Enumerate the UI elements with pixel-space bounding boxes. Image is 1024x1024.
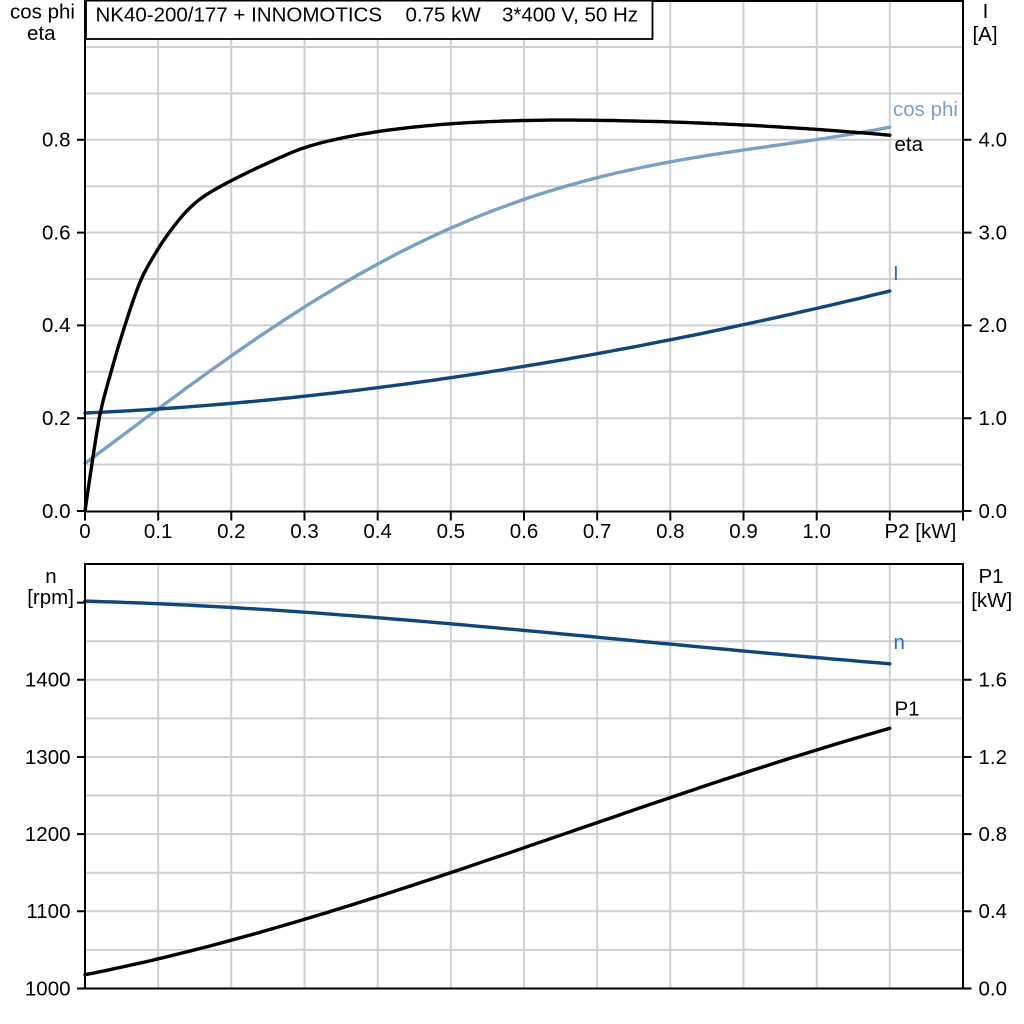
svg-text:cos phi: cos phi <box>10 1 75 24</box>
svg-text:0.6: 0.6 <box>510 520 539 543</box>
svg-text:0.75 kW: 0.75 kW <box>406 4 482 27</box>
svg-text:I: I <box>983 0 989 23</box>
svg-text:0.0: 0.0 <box>979 500 1008 523</box>
svg-text:4.0: 4.0 <box>979 129 1008 152</box>
svg-text:1.0: 1.0 <box>802 520 831 543</box>
svg-text:0.8: 0.8 <box>42 129 71 152</box>
svg-text:0.2: 0.2 <box>42 407 71 430</box>
svg-text:0.1: 0.1 <box>144 520 173 543</box>
svg-text:3.0: 3.0 <box>979 221 1008 244</box>
svg-text:1.6: 1.6 <box>979 669 1008 692</box>
svg-text:0.7: 0.7 <box>583 520 612 543</box>
svg-text:0.3: 0.3 <box>290 520 319 543</box>
svg-text:0.6: 0.6 <box>42 221 71 244</box>
svg-text:[kW]: [kW] <box>971 589 1012 612</box>
svg-text:I: I <box>893 262 899 285</box>
svg-text:NK40-200/177 + INNOMOTICS: NK40-200/177 + INNOMOTICS <box>96 4 383 27</box>
svg-text:[A]: [A] <box>972 23 997 46</box>
svg-text:0.0: 0.0 <box>42 500 71 523</box>
svg-text:1200: 1200 <box>25 823 71 846</box>
svg-text:P2 [kW]: P2 [kW] <box>885 520 957 543</box>
svg-text:0.8: 0.8 <box>656 520 685 543</box>
svg-text:P1: P1 <box>895 698 920 721</box>
svg-text:1.0: 1.0 <box>979 407 1008 430</box>
svg-text:0.0: 0.0 <box>979 977 1008 1000</box>
svg-text:P1: P1 <box>978 565 1003 588</box>
svg-text:1400: 1400 <box>25 669 71 692</box>
svg-text:1100: 1100 <box>26 900 70 923</box>
svg-text:0.5: 0.5 <box>437 520 466 543</box>
svg-text:0.4: 0.4 <box>42 314 71 337</box>
svg-text:1000: 1000 <box>25 977 71 1000</box>
svg-text:1.2: 1.2 <box>979 746 1008 769</box>
svg-text:n: n <box>894 631 905 654</box>
svg-text:1300: 1300 <box>25 746 71 769</box>
svg-text:2.0: 2.0 <box>979 314 1008 337</box>
svg-text:0.4: 0.4 <box>979 900 1008 923</box>
svg-text:[rpm]: [rpm] <box>27 586 74 609</box>
svg-text:0.8: 0.8 <box>979 823 1008 846</box>
svg-text:eta: eta <box>895 133 924 156</box>
svg-text:0.4: 0.4 <box>363 520 392 543</box>
svg-text:3*400 V, 50 Hz: 3*400 V, 50 Hz <box>502 4 638 27</box>
svg-text:eta: eta <box>27 22 56 45</box>
svg-text:0.9: 0.9 <box>729 520 758 543</box>
svg-text:0.2: 0.2 <box>217 520 246 543</box>
svg-text:n: n <box>45 565 56 588</box>
svg-text:cos phi: cos phi <box>893 98 958 121</box>
svg-text:0: 0 <box>79 520 90 543</box>
